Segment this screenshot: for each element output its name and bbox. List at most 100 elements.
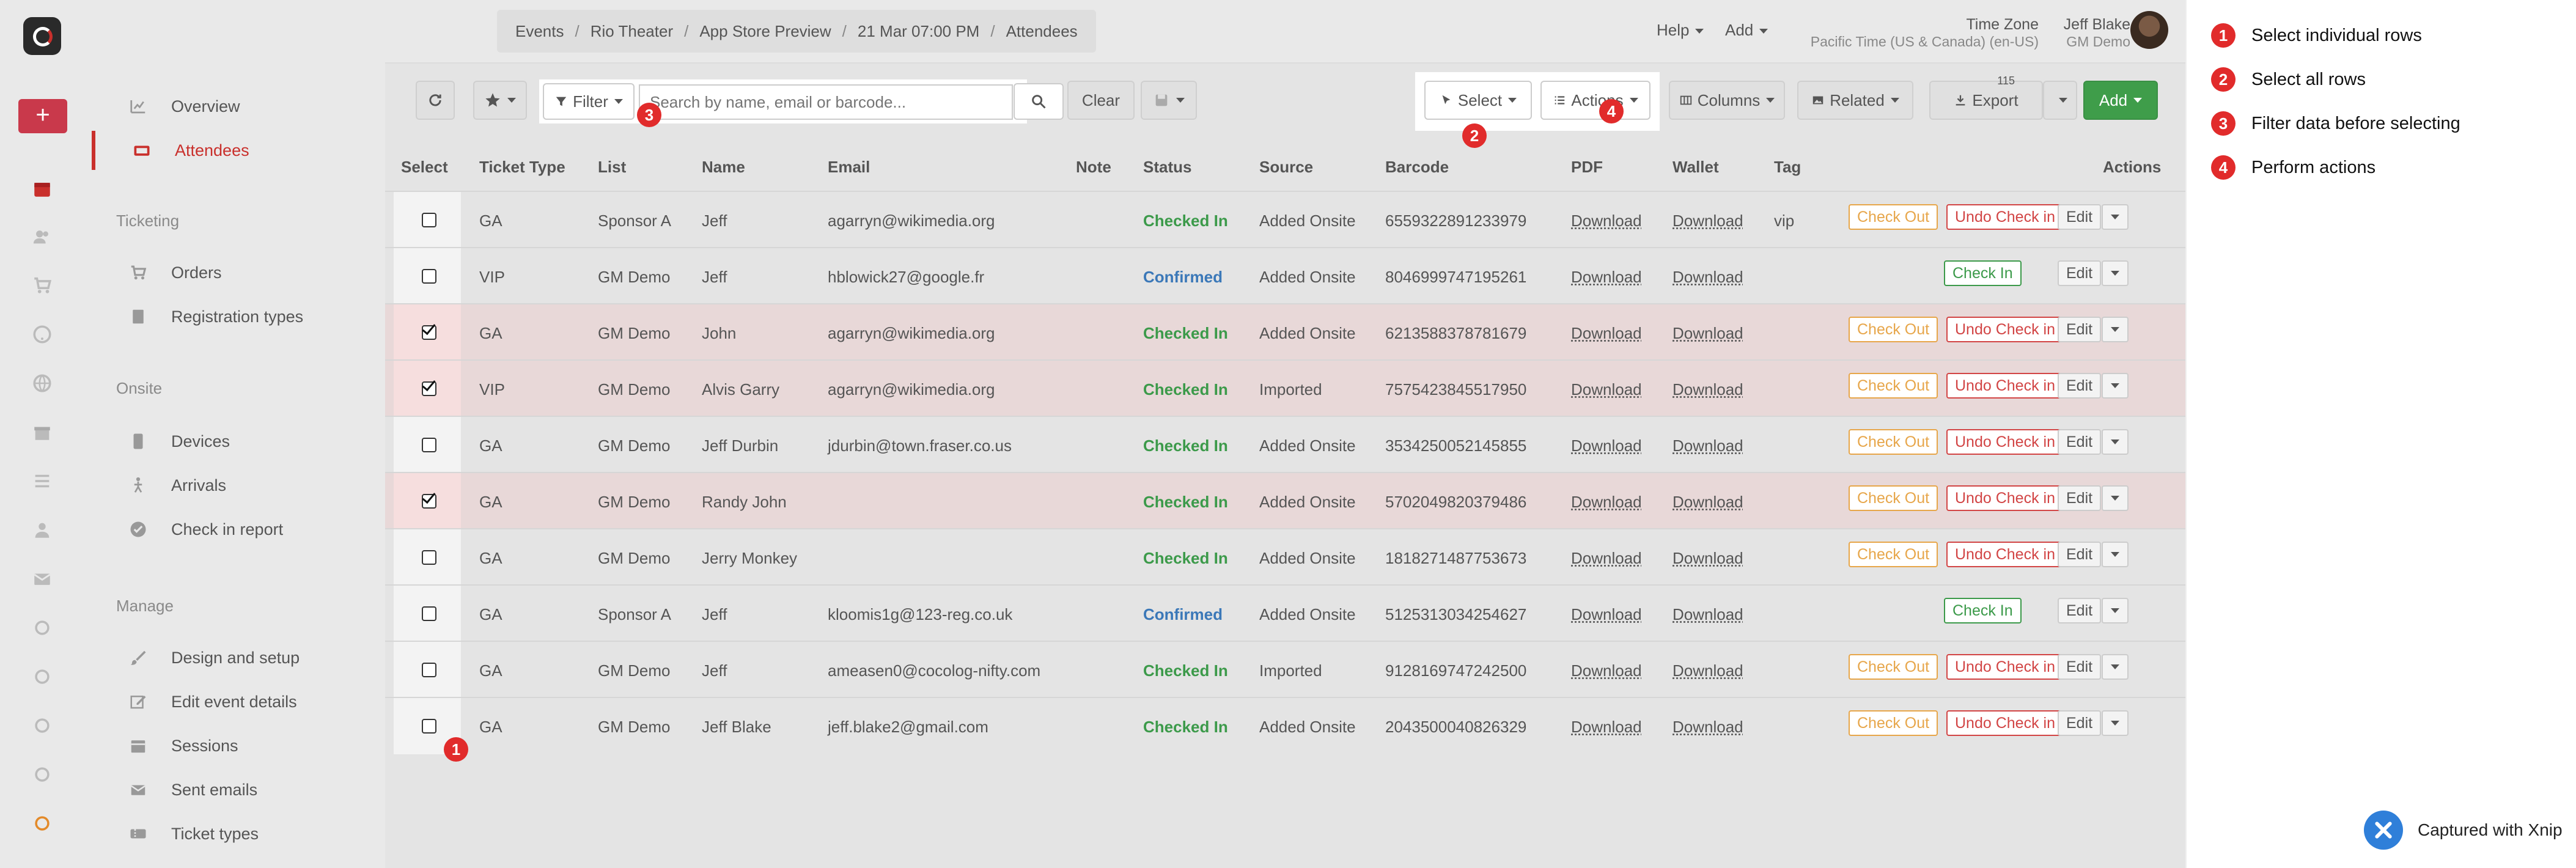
- col-header-note[interactable]: Note: [1076, 158, 1111, 176]
- list-icon[interactable]: [32, 471, 53, 491]
- pdf-download-link[interactable]: Download: [1571, 661, 1642, 680]
- add-button[interactable]: Add: [2083, 81, 2158, 120]
- row-checkbox[interactable]: [422, 325, 436, 340]
- pdf-download-link[interactable]: Download: [1571, 324, 1642, 342]
- globe-icon[interactable]: [32, 373, 53, 394]
- edit-button[interactable]: Edit: [2058, 260, 2102, 286]
- col-header-status[interactable]: Status: [1143, 158, 1192, 176]
- clear-button[interactable]: Clear: [1067, 81, 1135, 120]
- wallet-download-link[interactable]: Download: [1673, 605, 1743, 623]
- undo-check-in-button[interactable]: Undo Check in: [1946, 429, 2064, 455]
- wallet-download-link[interactable]: Download: [1673, 324, 1743, 342]
- check-out-button[interactable]: Check Out: [1849, 542, 1938, 567]
- check-out-button[interactable]: Check Out: [1849, 373, 1938, 399]
- pdf-download-link[interactable]: Download: [1571, 493, 1642, 511]
- wallet-download-link[interactable]: Download: [1673, 436, 1743, 455]
- circle-icon[interactable]: [32, 617, 53, 638]
- check-out-button[interactable]: Check Out: [1849, 654, 1938, 680]
- circle-orange-icon[interactable]: [32, 813, 53, 834]
- actions-button[interactable]: Actions: [1540, 81, 1650, 120]
- edit-button[interactable]: Edit: [2058, 542, 2102, 567]
- row-menu-button[interactable]: [2102, 429, 2129, 455]
- row-checkbox[interactable]: [422, 269, 436, 284]
- edit-button[interactable]: Edit: [2058, 485, 2102, 511]
- wallet-download-link[interactable]: Download: [1673, 268, 1743, 286]
- undo-check-in-button[interactable]: Undo Check in: [1946, 485, 2064, 511]
- pdf-download-link[interactable]: Download: [1571, 605, 1642, 623]
- check-out-button[interactable]: Check Out: [1849, 429, 1938, 455]
- check-in-button[interactable]: Check In: [1944, 260, 2022, 286]
- edit-button[interactable]: Edit: [2058, 598, 2102, 623]
- check-out-button[interactable]: Check Out: [1849, 485, 1938, 511]
- avatar[interactable]: [2130, 11, 2168, 49]
- table-row[interactable]: GA Sponsor A Jeff agarryn@wikimedia.org Chec…: [385, 191, 2185, 248]
- row-menu-button[interactable]: [2102, 710, 2129, 736]
- edit-button[interactable]: Edit: [2058, 204, 2102, 230]
- wallet-download-link[interactable]: Download: [1673, 493, 1743, 511]
- circle-icon[interactable]: [32, 666, 53, 687]
- users-icon[interactable]: [32, 226, 53, 247]
- user-menu[interactable]: Jeff Blake GM Demo: [2064, 16, 2130, 50]
- col-header-list[interactable]: List: [598, 158, 627, 176]
- row-checkbox[interactable]: [422, 438, 436, 452]
- related-button[interactable]: Related: [1797, 81, 1913, 120]
- row-checkbox[interactable]: [422, 494, 436, 509]
- table-row[interactable]: GA GM Demo Jeff Durbin jdurbin@town.fraser.…: [385, 416, 2185, 473]
- wallet-download-link[interactable]: Download: [1673, 718, 1743, 736]
- circle-icon[interactable]: [32, 764, 53, 785]
- edit-button[interactable]: Edit: [2058, 710, 2102, 736]
- filter-button[interactable]: Filter: [543, 83, 635, 120]
- header-add-menu[interactable]: Add: [1725, 21, 1768, 40]
- edit-button[interactable]: Edit: [2058, 654, 2102, 680]
- row-menu-button[interactable]: [2102, 260, 2129, 286]
- row-checkbox[interactable]: [422, 606, 436, 621]
- col-header-email[interactable]: Email: [828, 158, 870, 176]
- row-checkbox[interactable]: [422, 550, 436, 565]
- row-checkbox[interactable]: [422, 663, 436, 677]
- wallet-download-link[interactable]: Download: [1673, 549, 1743, 567]
- pdf-download-link[interactable]: Download: [1571, 380, 1642, 399]
- create-button[interactable]: +: [18, 99, 67, 133]
- sidebar-item-registration-types[interactable]: Registration types: [92, 297, 379, 336]
- row-menu-button[interactable]: [2102, 373, 2129, 399]
- row-menu-button[interactable]: [2102, 317, 2129, 342]
- col-header-ticket-type[interactable]: Ticket Type: [479, 158, 565, 176]
- select-button[interactable]: Select: [1424, 81, 1532, 120]
- col-header-tag[interactable]: Tag: [1774, 158, 1801, 176]
- search-input[interactable]: [650, 92, 1002, 112]
- row-checkbox[interactable]: [422, 213, 436, 227]
- wallet-download-link[interactable]: Download: [1673, 380, 1743, 399]
- col-header-wallet[interactable]: Wallet: [1673, 158, 1719, 176]
- sidebar-item-devices[interactable]: Devices: [92, 422, 379, 461]
- row-menu-button[interactable]: [2102, 598, 2129, 623]
- row-menu-button[interactable]: [2102, 542, 2129, 567]
- check-out-button[interactable]: Check Out: [1849, 710, 1938, 736]
- sidebar-item-edit-event-details[interactable]: Edit event details: [92, 682, 379, 721]
- edit-button[interactable]: Edit: [2058, 373, 2102, 399]
- col-header-pdf[interactable]: PDF: [1571, 158, 1603, 176]
- wallet-download-link[interactable]: Download: [1673, 661, 1743, 680]
- help-menu[interactable]: Help: [1657, 21, 1704, 40]
- wallet-download-link[interactable]: Download: [1673, 211, 1743, 230]
- table-row[interactable]: GA GM Demo Randy John Checked In Added Onsit…: [385, 472, 2185, 529]
- save-filter-button[interactable]: [1141, 81, 1197, 120]
- columns-button[interactable]: Columns: [1669, 81, 1785, 120]
- check-in-button[interactable]: Check In: [1944, 598, 2022, 623]
- pdf-download-link[interactable]: Download: [1571, 211, 1642, 230]
- sidebar-item-sessions[interactable]: Sessions: [92, 726, 379, 765]
- person-icon[interactable]: [32, 520, 53, 540]
- sidebar-item-design-and-setup[interactable]: Design and setup: [92, 638, 379, 677]
- breadcrumb-events[interactable]: Events: [515, 21, 564, 40]
- undo-check-in-button[interactable]: Undo Check in: [1946, 204, 2064, 230]
- pdf-download-link[interactable]: Download: [1571, 268, 1642, 286]
- breadcrumb-venue[interactable]: Rio Theater: [590, 21, 674, 40]
- undo-check-in-button[interactable]: Undo Check in: [1946, 373, 2064, 399]
- row-checkbox[interactable]: [422, 381, 436, 396]
- undo-check-in-button[interactable]: Undo Check in: [1946, 654, 2064, 680]
- undo-check-in-button[interactable]: Undo Check in: [1946, 710, 2064, 736]
- check-out-button[interactable]: Check Out: [1849, 317, 1938, 342]
- sidebar-item-ticket-types[interactable]: Ticket types: [92, 814, 379, 853]
- pdf-download-link[interactable]: Download: [1571, 549, 1642, 567]
- calendar-icon[interactable]: [32, 178, 53, 199]
- app-logo[interactable]: [23, 17, 61, 55]
